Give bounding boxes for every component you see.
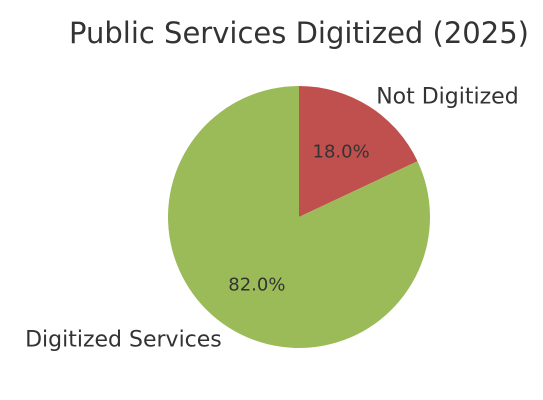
pie-category-label: Digitized Services	[25, 328, 222, 353]
pie-category-label: Not Digitized	[376, 84, 518, 109]
pie-percent-label: 18.0%	[313, 142, 370, 163]
pie-slices	[167, 86, 430, 348]
pie-slice-not-digitized	[299, 86, 418, 217]
pie-labels: 18.0% Not Digitized 82.0% Digitized Service…	[25, 84, 519, 352]
chart-title: Public Services Digitized (2025)	[69, 16, 529, 50]
pie-slice-digitized-services	[167, 86, 430, 348]
pie-percent-label: 82.0%	[228, 274, 285, 295]
